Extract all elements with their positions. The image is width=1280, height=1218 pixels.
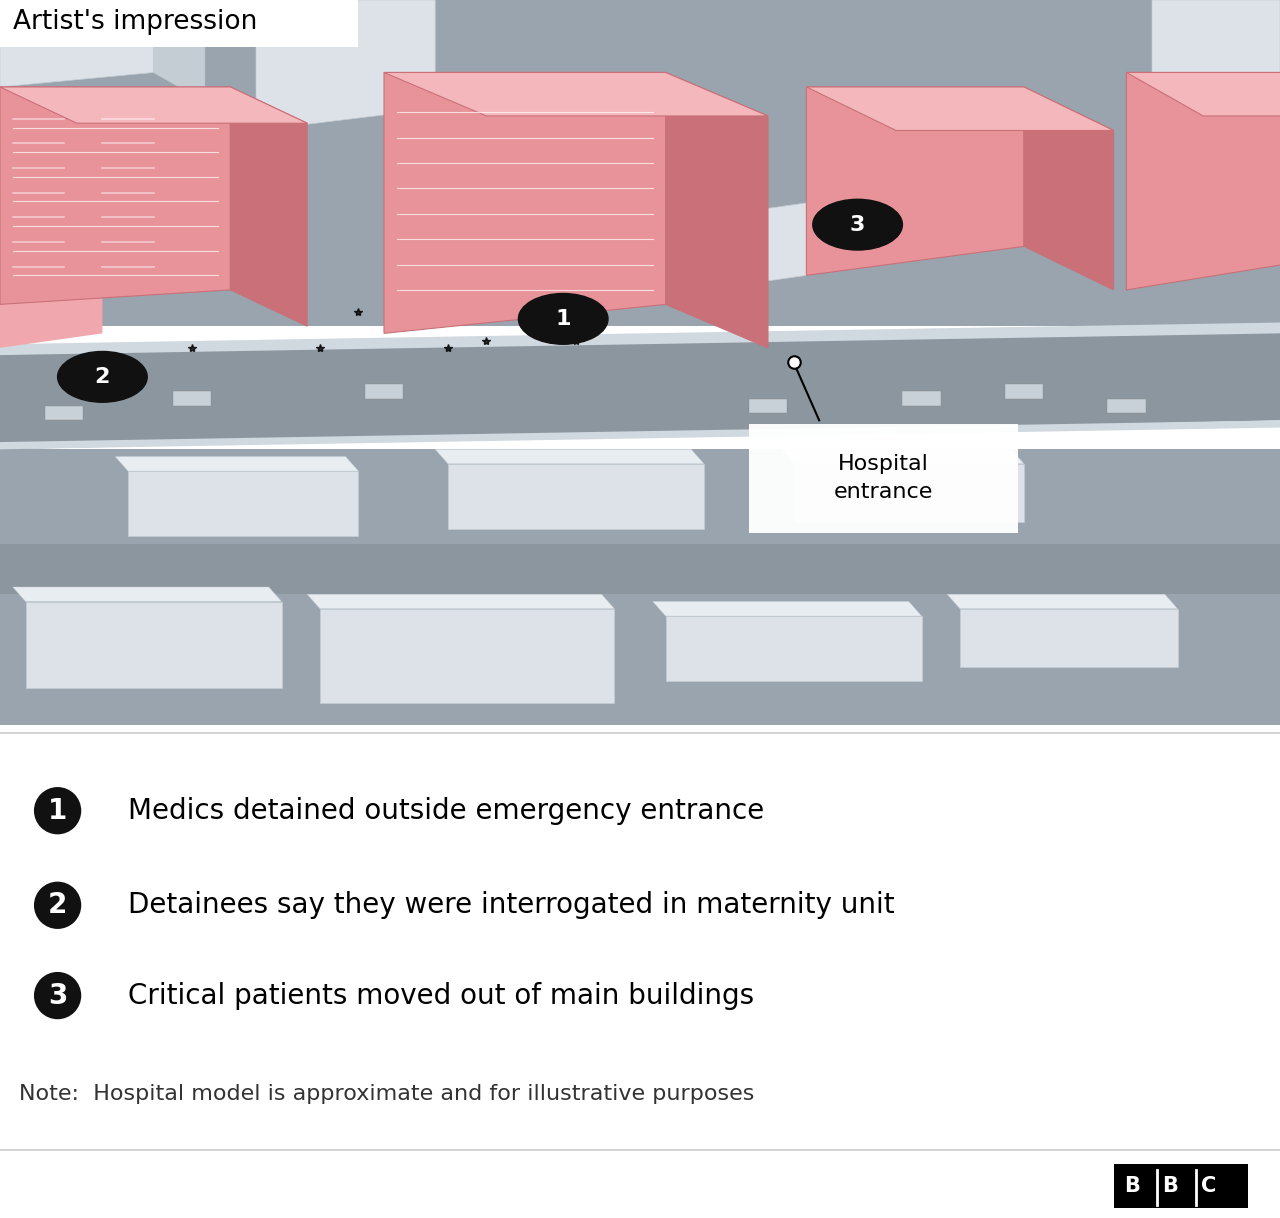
Polygon shape: [960, 609, 1178, 666]
Text: Artist's impression: Artist's impression: [13, 9, 257, 35]
Polygon shape: [256, 0, 435, 130]
Polygon shape: [1024, 86, 1114, 290]
Polygon shape: [0, 326, 1280, 449]
Polygon shape: [448, 464, 704, 529]
Polygon shape: [0, 0, 1280, 326]
Polygon shape: [0, 86, 307, 123]
Polygon shape: [230, 86, 307, 326]
Text: Critical patients moved out of main buildings: Critical patients moved out of main buil…: [128, 982, 754, 1010]
Polygon shape: [115, 457, 358, 471]
Polygon shape: [653, 602, 922, 616]
FancyBboxPatch shape: [365, 384, 403, 398]
Text: B: B: [1124, 1177, 1139, 1196]
Text: Hospital
entrance: Hospital entrance: [833, 454, 933, 502]
Polygon shape: [0, 86, 230, 304]
Polygon shape: [384, 73, 666, 334]
Text: 3: 3: [850, 214, 865, 235]
Text: 3: 3: [47, 982, 68, 1010]
FancyBboxPatch shape: [45, 406, 83, 420]
FancyBboxPatch shape: [749, 398, 787, 413]
Polygon shape: [435, 449, 704, 464]
Polygon shape: [0, 543, 1280, 594]
Polygon shape: [666, 73, 768, 348]
Polygon shape: [0, 420, 1280, 449]
Text: 2: 2: [95, 367, 110, 387]
Polygon shape: [384, 73, 768, 116]
Polygon shape: [320, 609, 614, 703]
Polygon shape: [666, 616, 922, 681]
Polygon shape: [1126, 73, 1280, 116]
Polygon shape: [704, 203, 806, 290]
Polygon shape: [1152, 0, 1280, 145]
Polygon shape: [0, 290, 102, 348]
Polygon shape: [781, 449, 1024, 464]
Text: Detainees say they were interrogated in maternity unit: Detainees say they were interrogated in …: [128, 892, 895, 920]
Polygon shape: [154, 0, 205, 101]
Polygon shape: [947, 594, 1178, 609]
Polygon shape: [806, 86, 1024, 275]
Circle shape: [518, 294, 608, 345]
Text: Note:  Hospital model is approximate and for illustrative purposes: Note: Hospital model is approximate and …: [19, 1084, 755, 1105]
Polygon shape: [13, 587, 282, 602]
Ellipse shape: [35, 787, 81, 834]
Circle shape: [58, 352, 147, 402]
Polygon shape: [0, 449, 1280, 725]
Polygon shape: [0, 0, 154, 86]
Text: 1: 1: [47, 797, 68, 825]
FancyBboxPatch shape: [173, 391, 211, 406]
Polygon shape: [0, 323, 1280, 356]
Polygon shape: [806, 86, 1114, 130]
Polygon shape: [128, 471, 358, 536]
Ellipse shape: [35, 882, 81, 929]
Polygon shape: [1126, 73, 1280, 290]
Polygon shape: [794, 464, 1024, 521]
FancyBboxPatch shape: [0, 0, 358, 48]
Polygon shape: [26, 602, 282, 688]
FancyBboxPatch shape: [749, 424, 1018, 532]
Ellipse shape: [35, 972, 81, 1019]
Text: 1: 1: [556, 309, 571, 329]
FancyBboxPatch shape: [902, 391, 941, 406]
FancyBboxPatch shape: [1114, 1164, 1248, 1208]
Text: C: C: [1201, 1177, 1216, 1196]
Polygon shape: [307, 594, 614, 609]
FancyBboxPatch shape: [1107, 398, 1146, 413]
FancyBboxPatch shape: [1005, 384, 1043, 398]
Text: Medics detained outside emergency entrance: Medics detained outside emergency entran…: [128, 797, 764, 825]
Text: 2: 2: [47, 892, 68, 920]
Text: B: B: [1162, 1177, 1178, 1196]
Circle shape: [813, 200, 902, 250]
